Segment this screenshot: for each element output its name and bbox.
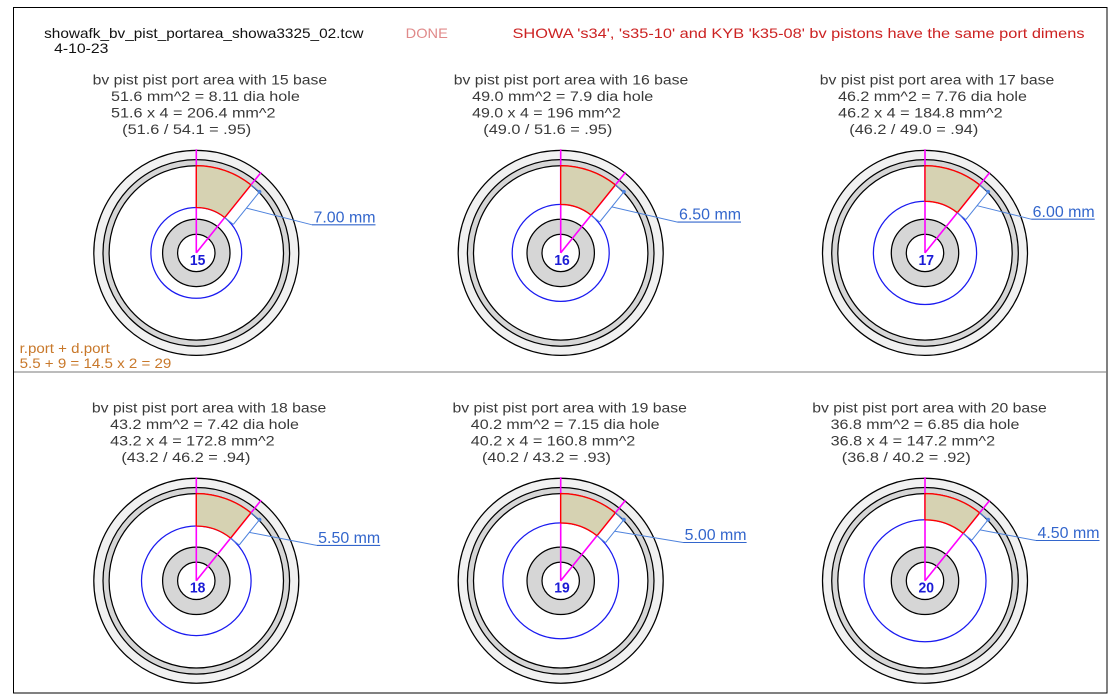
svg-text:46.2 mm^2 = 7.76 dia hole: 46.2 mm^2 = 7.76 dia hole: [838, 89, 1027, 104]
svg-text:bv pist pist port area with 17: bv pist pist port area with 17 base: [820, 73, 1054, 88]
svg-text:40.2 mm^2 = 7.15 dia hole: 40.2 mm^2 = 7.15 dia hole: [471, 417, 660, 432]
svg-text:16: 16: [554, 253, 570, 269]
svg-text:4-10-23: 4-10-23: [54, 40, 109, 56]
svg-text:43.2 x 4 = 172.8 mm^2: 43.2 x 4 = 172.8 mm^2: [110, 433, 275, 448]
svg-text:43.2 mm^2 = 7.42 dia hole: 43.2 mm^2 = 7.42 dia hole: [110, 417, 299, 432]
svg-text:bv pist pist port area with 18: bv pist pist port area with 18 base: [92, 401, 326, 416]
svg-text:r.port + d.port: r.port + d.port: [20, 341, 110, 356]
svg-text:showafk_bv_pist_portarea_showa: showafk_bv_pist_portarea_showa3325_02.tc…: [44, 25, 364, 41]
svg-text:(49.0 / 51.6 = .95): (49.0 / 51.6 = .95): [483, 122, 612, 137]
svg-text:49.0 mm^2 = 7.9 dia hole: 49.0 mm^2 = 7.9 dia hole: [472, 89, 653, 104]
svg-text:49.0 x 4 = 196 mm^2: 49.0 x 4 = 196 mm^2: [472, 105, 621, 120]
svg-text:SHOWA 's34', 's35-10' and KYB: SHOWA 's34', 's35-10' and KYB 'k35-08' b…: [513, 25, 1085, 41]
svg-text:51.6 x 4 = 206.4 mm^2: 51.6 x 4 = 206.4 mm^2: [111, 105, 276, 120]
svg-text:5.00 mm: 5.00 mm: [685, 527, 747, 544]
svg-text:5.50 mm: 5.50 mm: [318, 530, 380, 547]
svg-text:19: 19: [554, 581, 570, 597]
svg-text:(43.2 / 46.2 = .94): (43.2 / 46.2 = .94): [121, 450, 250, 465]
svg-text:18: 18: [190, 581, 206, 597]
svg-text:5.5 + 9 = 14.5 x 2 = 29: 5.5 + 9 = 14.5 x 2 = 29: [20, 356, 172, 371]
svg-text:(36.8 / 40.2 = .92): (36.8 / 40.2 = .92): [842, 450, 971, 465]
svg-text:6.00 mm: 6.00 mm: [1033, 204, 1095, 221]
svg-text:36.8 x 4 = 147.2 mm^2: 36.8 x 4 = 147.2 mm^2: [831, 433, 996, 448]
svg-text:(46.2 / 49.0 = .94): (46.2 / 49.0 = .94): [849, 122, 978, 137]
svg-text:17: 17: [919, 253, 935, 269]
svg-text:7.00 mm: 7.00 mm: [314, 209, 376, 226]
svg-text:(51.6 / 54.1 = .95): (51.6 / 54.1 = .95): [122, 122, 251, 137]
svg-text:51.6 mm^2 = 8.11 dia hole: 51.6 mm^2 = 8.11 dia hole: [111, 89, 300, 104]
svg-text:15: 15: [190, 253, 206, 269]
svg-text:(40.2 / 43.2 = .93): (40.2 / 43.2 = .93): [482, 450, 611, 465]
svg-text:bv pist pist port area with 15: bv pist pist port area with 15 base: [93, 73, 327, 88]
svg-text:36.8 mm^2 = 6.85 dia hole: 36.8 mm^2 = 6.85 dia hole: [831, 417, 1020, 432]
svg-text:DONE: DONE: [406, 25, 448, 41]
svg-text:bv pist pist port area with 20: bv pist pist port area with 20 base: [812, 401, 1046, 416]
svg-text:46.2 x 4 = 184.8 mm^2: 46.2 x 4 = 184.8 mm^2: [838, 105, 1003, 120]
svg-text:20: 20: [919, 581, 935, 597]
svg-text:bv pist pist port area with 16: bv pist pist port area with 16 base: [454, 73, 688, 88]
svg-text:6.50 mm: 6.50 mm: [679, 207, 741, 224]
svg-text:4.50 mm: 4.50 mm: [1038, 525, 1100, 542]
svg-text:bv pist pist port area with 19: bv pist pist port area with 19 base: [453, 401, 687, 416]
svg-text:40.2 x 4 = 160.8 mm^2: 40.2 x 4 = 160.8 mm^2: [471, 433, 636, 448]
